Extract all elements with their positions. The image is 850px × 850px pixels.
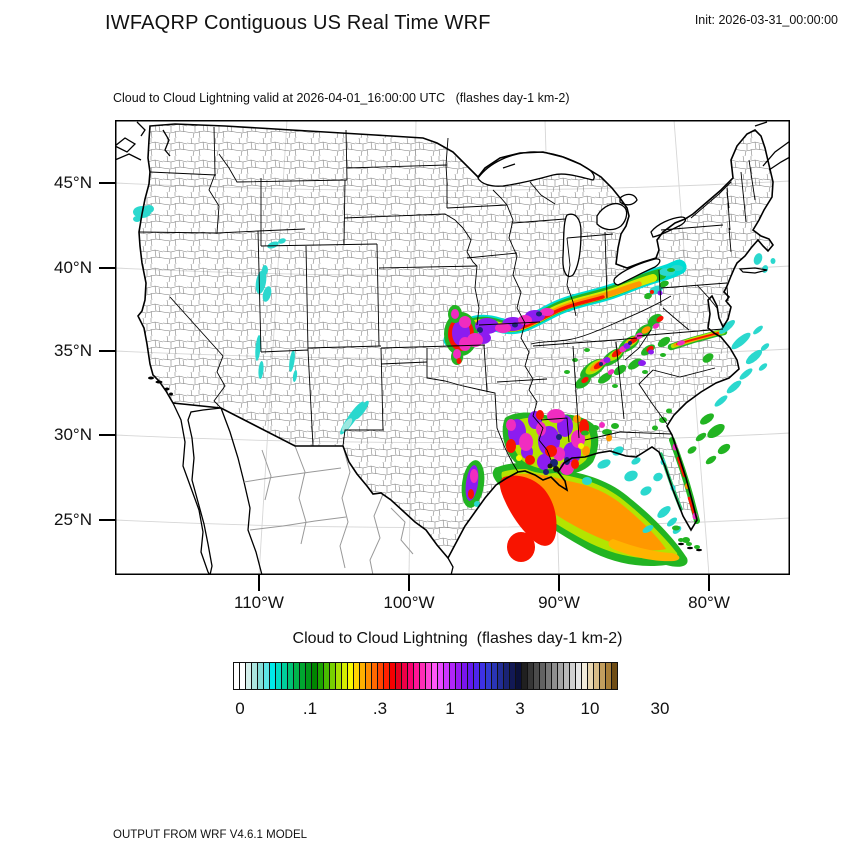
- init-time-label: Init: 2026-03-31_00:00:00: [694, 13, 838, 27]
- colorbar: [233, 662, 618, 690]
- x-axis-tick: [558, 575, 560, 591]
- x-axis-label: 110°W: [234, 593, 284, 612]
- x-axis-tick: [708, 575, 710, 591]
- x-axis-label: 100°W: [383, 593, 435, 612]
- x-axis-tick: [408, 575, 410, 591]
- y-axis-tick: [99, 350, 115, 352]
- colorbar-tick-label: 3: [515, 699, 525, 718]
- us-lightning-map: [115, 120, 790, 575]
- y-axis-tick: [99, 519, 115, 521]
- colorbar-tick-label: .1: [302, 699, 318, 718]
- model-footer: OUTPUT FROM WRF V4.6.1 MODEL WE = 580 ; …: [113, 800, 565, 850]
- map-subtitle: Cloud to Cloud Lightning valid at 2026-0…: [113, 91, 570, 105]
- colorbar-tick-labels: 0 .1 .3 1 3 10 30: [233, 699, 682, 721]
- long-island: [738, 267, 768, 274]
- y-axis-label: 45°N: [54, 173, 92, 192]
- ontario-peninsula-mask: [616, 210, 663, 268]
- y-axis-label: 25°N: [54, 510, 92, 529]
- colorbar-title: Cloud to Cloud Lightning (flashes day-1 …: [292, 630, 623, 647]
- colorbar-tick-label: 10: [580, 699, 600, 718]
- map-frame: [115, 120, 790, 575]
- colorbar-tick-label: 30: [650, 699, 670, 718]
- y-axis-tick: [99, 182, 115, 184]
- map-canvas: [115, 120, 790, 575]
- footer-line1: OUTPUT FROM WRF V4.6.1 MODEL: [113, 829, 308, 841]
- colorbar-tick-label: .3: [372, 699, 388, 718]
- colorbar-segment: [611, 662, 618, 690]
- mexico-canada-lines: [115, 121, 790, 575]
- state-borders: [138, 126, 756, 473]
- y-axis-label: 40°N: [54, 258, 92, 277]
- colorbar-tick-label: 1: [445, 699, 455, 718]
- us-coastline: [137, 123, 774, 560]
- channel-islands: [148, 376, 702, 552]
- y-axis-label: 30°N: [54, 425, 92, 444]
- lightning-shading: [133, 205, 776, 567]
- x-axis-label: 90°W: [538, 593, 580, 612]
- colorbar-tick-label: 0: [235, 699, 245, 718]
- y-axis-tick: [99, 267, 115, 269]
- y-axis-label: 35°N: [54, 341, 92, 360]
- x-axis-label: 80°W: [688, 593, 730, 612]
- page-title: IWFAQRP Contiguous US Real Time WRF: [105, 12, 491, 34]
- y-axis-tick: [99, 434, 115, 436]
- x-axis-tick: [258, 575, 260, 591]
